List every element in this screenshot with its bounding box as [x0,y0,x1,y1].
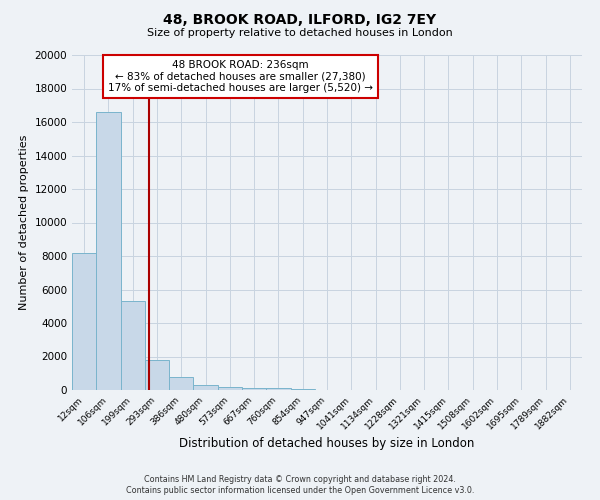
Bar [290,388,315,390]
Bar [266,388,290,390]
Text: Contains public sector information licensed under the Open Government Licence v3: Contains public sector information licen… [126,486,474,495]
Bar [242,388,266,390]
Text: Size of property relative to detached houses in London: Size of property relative to detached ho… [147,28,453,38]
Bar [121,301,145,390]
Bar [193,386,218,390]
Text: 48 BROOK ROAD: 236sqm
← 83% of detached houses are smaller (27,380)
17% of semi-: 48 BROOK ROAD: 236sqm ← 83% of detached … [108,60,373,93]
Text: 48, BROOK ROAD, ILFORD, IG2 7EY: 48, BROOK ROAD, ILFORD, IG2 7EY [163,12,437,26]
Bar [72,252,96,390]
Y-axis label: Number of detached properties: Number of detached properties [19,135,29,310]
Bar [96,112,121,390]
Bar [169,376,193,390]
X-axis label: Distribution of detached houses by size in London: Distribution of detached houses by size … [179,436,475,450]
Text: Contains HM Land Registry data © Crown copyright and database right 2024.: Contains HM Land Registry data © Crown c… [144,475,456,484]
Bar [145,360,169,390]
Bar [218,386,242,390]
